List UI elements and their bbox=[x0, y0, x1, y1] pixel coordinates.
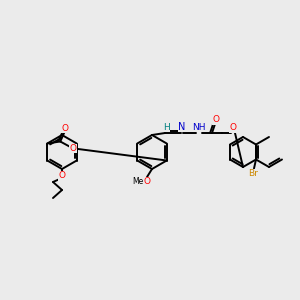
Text: NH: NH bbox=[192, 122, 206, 131]
Text: Me: Me bbox=[132, 178, 144, 187]
Text: O: O bbox=[230, 124, 236, 133]
Text: O: O bbox=[62, 124, 69, 133]
Text: Br: Br bbox=[248, 169, 258, 178]
Text: N: N bbox=[178, 122, 186, 132]
Text: H: H bbox=[163, 122, 170, 131]
Text: O: O bbox=[70, 144, 77, 153]
Text: O: O bbox=[58, 172, 65, 181]
Text: O: O bbox=[212, 116, 220, 124]
Text: O: O bbox=[143, 178, 151, 187]
